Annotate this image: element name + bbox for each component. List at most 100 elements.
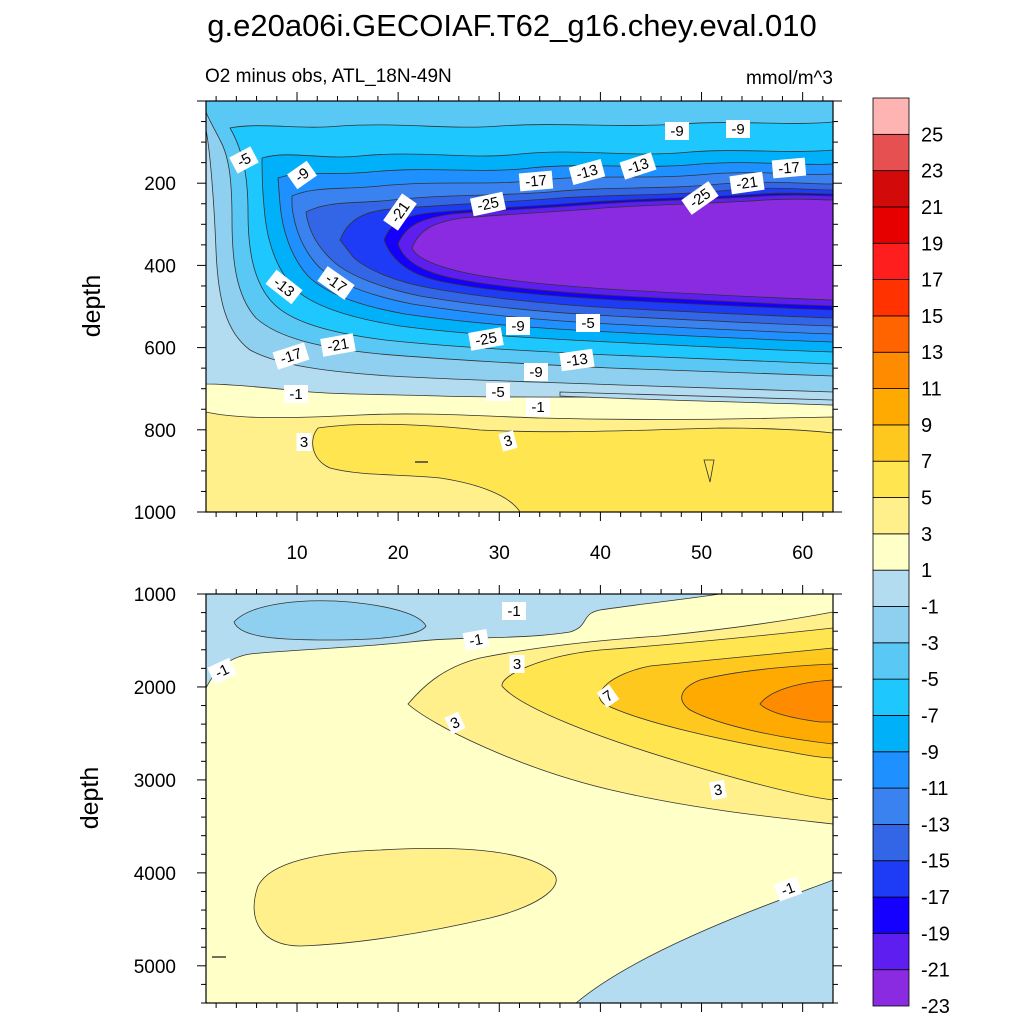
colorbar-swatch (872, 424, 910, 462)
contour-label: -1 (502, 602, 526, 620)
svg-text:-9: -9 (731, 121, 744, 138)
colorbar-label: 17 (921, 270, 943, 292)
fill-band-le-neg25 (411, 198, 833, 301)
contour-label: 3 (509, 655, 525, 673)
colorbar-swatch (872, 787, 910, 825)
contour-label: -1 (207, 657, 237, 685)
contour-label: 3 (498, 430, 518, 452)
top-panel-axes: 200 400 600 800 1000 10 20 30 40 50 60 (134, 92, 842, 564)
colorbar-swatch (872, 351, 910, 389)
contour-label: -9 (726, 120, 750, 138)
contour-label: 3 (296, 433, 312, 451)
fill-band-7-9 (681, 663, 833, 745)
svg-text:-21: -21 (326, 335, 350, 356)
colorbar-swatch (872, 279, 910, 317)
svg-text:-13: -13 (625, 155, 651, 178)
x-tick-label: 20 (388, 543, 409, 564)
colorbar-label: 5 (921, 488, 932, 510)
colorbar-swatch (872, 824, 910, 862)
contour-label: -17 (272, 342, 310, 370)
contour-label: 7 (596, 684, 620, 708)
colorbar-label: 25 (921, 124, 943, 146)
fill-band-3-5 (312, 423, 833, 512)
svg-text:-13: -13 (565, 351, 589, 371)
colorbar-swatch (872, 932, 910, 971)
colorbar-label: 13 (921, 342, 943, 364)
colorbar-label: 9 (921, 415, 932, 437)
colorbar-swatch (872, 315, 910, 353)
svg-text:-9: -9 (529, 364, 542, 381)
contour-label: -5 (229, 146, 259, 174)
contour-label: -5 (486, 383, 510, 401)
top-panel-subtitle: O2 minus obs, ATL_18N-49N (205, 66, 452, 87)
contour-label: -17 (771, 157, 807, 179)
contour-label: 3 (444, 711, 466, 735)
top-panel-units: mmol/m^3 (746, 68, 833, 89)
colorbar-swatch (872, 533, 910, 571)
colorbar-label: -23 (921, 996, 950, 1018)
svg-text:3: 3 (513, 656, 521, 673)
fill-band-neg5-neg3 (233, 600, 427, 641)
y-tick-label: 3000 (134, 771, 176, 792)
contour-label: -5 (576, 314, 600, 332)
y-tick-label: 400 (144, 256, 176, 277)
contour-label: -1 (284, 385, 308, 403)
svg-text:-5: -5 (491, 384, 504, 401)
svg-text:-1: -1 (507, 603, 520, 620)
y-tick-label: 600 (144, 339, 176, 360)
colorbar-label: 3 (921, 524, 932, 546)
colorbar-swatch (872, 133, 910, 172)
colorbar-label: -9 (921, 742, 939, 764)
bottom-panel-contour-labels: -1 -1 -1 3 7 3 3 -1 (207, 602, 803, 902)
fill-band-9-11 (759, 679, 833, 723)
contour-label: -25 (469, 191, 507, 217)
svg-text:-9: -9 (670, 123, 683, 140)
colorbar-label: 23 (921, 161, 943, 183)
contour-label: -21 (320, 333, 356, 357)
contour-label: 3 (709, 779, 727, 801)
colorbar-label: -13 (921, 814, 950, 836)
x-tick-label: 60 (792, 543, 813, 564)
contour-label: -25 (681, 181, 719, 215)
colorbar-swatch (872, 97, 910, 135)
svg-text:-21: -21 (735, 174, 759, 194)
colorbar-label: 1 (921, 560, 932, 582)
colorbar-swatch (872, 678, 910, 716)
colorbar-label: -21 (921, 960, 950, 982)
y-tick-label: 5000 (134, 957, 176, 978)
svg-text:-13: -13 (574, 161, 599, 183)
fill-band-neg3-neg1-lower (575, 879, 833, 1003)
svg-text:-17: -17 (778, 159, 801, 178)
svg-text:-1: -1 (468, 631, 484, 650)
colorbar-swatch (872, 896, 910, 934)
colorbar-label: -19 (921, 923, 950, 945)
svg-text:-1: -1 (531, 399, 544, 416)
svg-text:-25: -25 (476, 194, 501, 215)
svg-text:-1: -1 (213, 661, 232, 682)
svg-text:-5: -5 (581, 315, 594, 332)
contour-label: -25 (468, 327, 504, 351)
colorbar-swatch (872, 642, 910, 680)
colorbar-swatch (872, 460, 910, 498)
contour-label: -1 (773, 876, 803, 902)
x-tick-label: 10 (286, 543, 307, 564)
x-tick-label: 40 (590, 543, 611, 564)
colorbar-swatch (872, 860, 910, 898)
colorbar-label: -11 (921, 778, 948, 800)
y-tick-label: 4000 (134, 864, 176, 885)
contour-label: -13 (559, 348, 595, 372)
top-panel-ylabel: depth (78, 275, 106, 338)
colorbar-swatch (872, 242, 910, 280)
colorbar-label: 21 (921, 197, 943, 219)
contour-label: -17 (518, 170, 554, 192)
contour-label: -9 (665, 122, 689, 140)
colorbar-swatch (872, 388, 910, 426)
colorbar-label: -17 (921, 887, 950, 909)
y-tick-label: 1000 (134, 503, 176, 524)
svg-text:-1: -1 (289, 386, 302, 403)
svg-text:-25: -25 (474, 329, 498, 350)
y-tick-label: 800 (144, 421, 176, 442)
svg-text:3: 3 (713, 781, 724, 799)
y-tick-label: 2000 (134, 678, 176, 699)
contour-label: -1 (462, 629, 490, 651)
